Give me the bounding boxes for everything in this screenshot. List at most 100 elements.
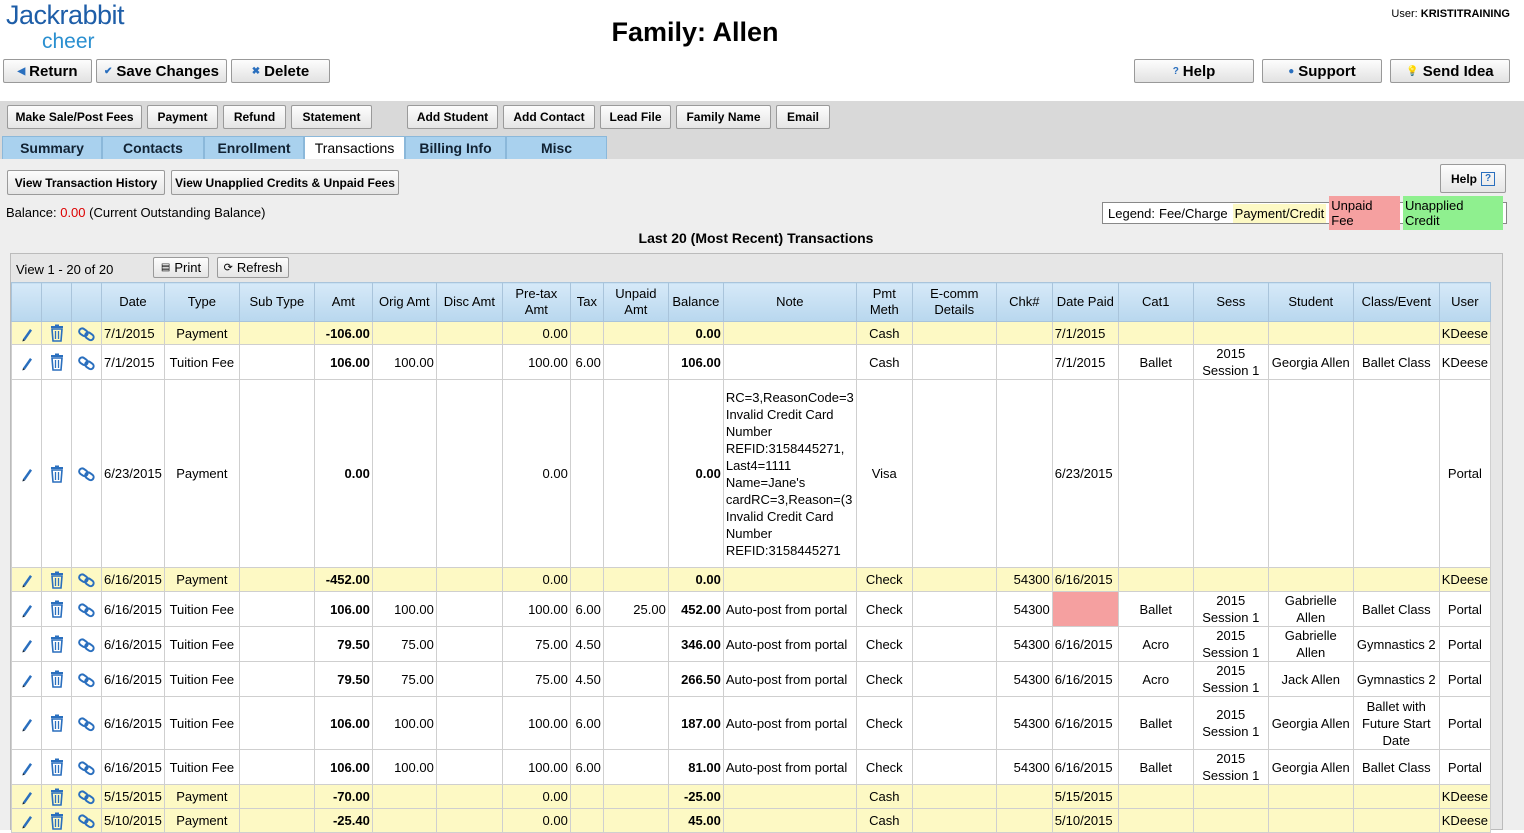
edit-pencil-icon[interactable] <box>11 784 42 809</box>
payment-button[interactable]: Payment <box>147 105 218 129</box>
edit-pencil-icon[interactable] <box>11 591 42 627</box>
tab-misc[interactable]: Misc <box>506 136 607 159</box>
trash-icon[interactable] <box>41 696 72 750</box>
edit-pencil-icon[interactable] <box>11 749 42 785</box>
return-button[interactable]: ◀ Return <box>3 59 92 83</box>
send-idea-button[interactable]: 💡 Send Idea <box>1390 59 1510 83</box>
link-icon[interactable] <box>71 591 102 627</box>
lead-file-button[interactable]: Lead File <box>600 105 671 129</box>
link-icon[interactable] <box>71 696 102 750</box>
tab-enrollment[interactable]: Enrollment <box>204 136 304 159</box>
edit-pencil-icon[interactable] <box>11 567 42 592</box>
link-icon[interactable] <box>71 344 102 380</box>
col-balance[interactable]: Balance <box>667 282 724 322</box>
trash-icon[interactable] <box>41 784 72 809</box>
table-row[interactable]: 7/1/2015 Payment -106.00 0.00 0.00 Cash 7/1/20… <box>11 321 1492 345</box>
tab-transactions[interactable]: Transactions <box>304 136 405 159</box>
col-amt[interactable]: Amt <box>313 282 373 322</box>
edit-pencil-icon[interactable] <box>11 808 42 833</box>
make-sale-button[interactable]: Make Sale/Post Fees <box>7 105 142 129</box>
col-type[interactable]: Type <box>163 282 240 322</box>
col-user[interactable]: User <box>1438 282 1492 322</box>
col-subtype[interactable]: Sub Type <box>238 282 315 322</box>
col-date-paid[interactable]: Date Paid <box>1051 282 1119 322</box>
link-icon[interactable] <box>71 379 102 568</box>
tab-billing-info[interactable]: Billing Info <box>405 136 506 159</box>
trash-icon[interactable] <box>41 567 72 592</box>
cell-orig-amt <box>371 379 437 568</box>
link-icon[interactable] <box>71 808 102 833</box>
col-sess[interactable]: Sess <box>1192 282 1269 322</box>
help-button[interactable]: ? Help <box>1134 59 1254 83</box>
table-row[interactable]: 6/16/2015 Tuition Fee 79.50 75.00 75.00 4.50 3… <box>11 626 1492 662</box>
trash-icon[interactable] <box>41 661 72 697</box>
cell-sess <box>1192 321 1269 345</box>
cell-type: Payment <box>163 808 240 833</box>
view-unapplied-credits-button[interactable]: View Unapplied Credits & Unpaid Fees <box>171 170 399 195</box>
table-row[interactable]: 6/16/2015 Tuition Fee 79.50 75.00 75.00 4.50 2… <box>11 661 1492 697</box>
table-row[interactable]: 6/16/2015 Tuition Fee 106.00 100.00 100.00 6.… <box>11 749 1492 785</box>
table-row[interactable]: 6/16/2015 Tuition Fee 106.00 100.00 100.00 6.… <box>11 696 1492 750</box>
refund-button[interactable]: Refund <box>223 105 286 129</box>
table-row[interactable]: 6/16/2015 Tuition Fee 106.00 100.00 100.00 6.… <box>11 591 1492 627</box>
table-row[interactable]: 5/15/2015 Payment -70.00 0.00 -25.00 Cash 5/15… <box>11 784 1492 809</box>
link-icon[interactable] <box>71 784 102 809</box>
save-changes-button[interactable]: ✔ Save Changes <box>96 59 227 83</box>
col-ecomm[interactable]: E-comm Details <box>911 282 997 322</box>
table-row[interactable]: 7/1/2015 Tuition Fee 106.00 100.00 100.00 6.0… <box>11 344 1492 380</box>
trash-icon[interactable] <box>41 379 72 568</box>
col-unpaid-amt[interactable]: Unpaid Amt <box>602 282 669 322</box>
family-name-button[interactable]: Family Name <box>676 105 771 129</box>
trash-icon[interactable] <box>41 344 72 380</box>
tab-summary[interactable]: Summary <box>2 136 102 159</box>
edit-pencil-icon[interactable] <box>11 696 42 750</box>
col-date[interactable]: Date <box>101 282 165 322</box>
cell-subtype <box>238 808 315 833</box>
link-icon[interactable] <box>71 567 102 592</box>
col-orig-amt[interactable]: Orig Amt <box>371 282 437 322</box>
cell-tax: 4.50 <box>569 661 604 697</box>
add-student-button[interactable]: Add Student <box>407 105 498 129</box>
col-edit <box>11 282 42 322</box>
add-contact-button[interactable]: Add Contact <box>503 105 595 129</box>
view-transaction-history-button[interactable]: View Transaction History <box>7 170 165 195</box>
edit-pencil-icon[interactable] <box>11 661 42 697</box>
link-icon[interactable] <box>71 321 102 345</box>
support-button[interactable]: ● Support <box>1262 59 1382 83</box>
col-pmt-meth[interactable]: Pmt Meth <box>855 282 913 322</box>
trash-icon[interactable] <box>41 749 72 785</box>
print-button[interactable]: ▤ Print <box>153 257 209 278</box>
col-pretax-amt[interactable]: Pre-tax Amt <box>501 282 571 322</box>
edit-pencil-icon[interactable] <box>11 379 42 568</box>
email-button[interactable]: Email <box>776 105 830 129</box>
table-row[interactable]: 6/23/2015 Payment 0.00 0.00 0.00 RC=3,ReasonC… <box>11 379 1492 568</box>
col-tax[interactable]: Tax <box>569 282 604 322</box>
statement-button[interactable]: Statement <box>291 105 372 129</box>
link-icon[interactable] <box>71 626 102 662</box>
edit-pencil-icon[interactable] <box>11 626 42 662</box>
cell-note <box>722 321 857 345</box>
help-tab-button[interactable]: Help ? <box>1440 164 1506 193</box>
trash-icon[interactable] <box>41 808 72 833</box>
table-row[interactable]: 5/10/2015 Payment -25.40 0.00 45.00 Cash 5/10/… <box>11 808 1492 833</box>
trash-icon[interactable] <box>41 591 72 627</box>
col-disc-amt[interactable]: Disc Amt <box>435 282 503 322</box>
col-student[interactable]: Student <box>1267 282 1354 322</box>
cell-user: Portal <box>1438 591 1492 627</box>
edit-pencil-icon[interactable] <box>11 321 42 345</box>
tab-contacts[interactable]: Contacts <box>102 136 204 159</box>
delete-button[interactable]: ✖ Delete <box>231 59 330 83</box>
col-chk[interactable]: Chk# <box>995 282 1053 322</box>
link-icon[interactable] <box>71 749 102 785</box>
edit-pencil-icon[interactable] <box>11 344 42 380</box>
cell-chk: 54300 <box>995 749 1053 785</box>
trash-icon[interactable] <box>41 626 72 662</box>
col-note[interactable]: Note <box>722 282 857 322</box>
cell-sess: 2015 Session 1 <box>1192 626 1269 662</box>
link-icon[interactable] <box>71 661 102 697</box>
col-class-event[interactable]: Class/Event <box>1352 282 1440 322</box>
table-row[interactable]: 6/16/2015 Payment -452.00 0.00 0.00 Check 5430… <box>11 567 1492 592</box>
refresh-button[interactable]: ⟳ Refresh <box>217 257 289 278</box>
trash-icon[interactable] <box>41 321 72 345</box>
col-cat1[interactable]: Cat1 <box>1117 282 1194 322</box>
